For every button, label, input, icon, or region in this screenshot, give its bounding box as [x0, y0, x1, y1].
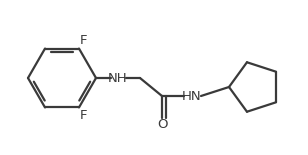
- Text: O: O: [157, 119, 167, 131]
- Text: F: F: [80, 34, 87, 47]
- Text: HN: HN: [182, 89, 202, 102]
- Text: NH: NH: [108, 71, 128, 84]
- Text: F: F: [80, 109, 87, 122]
